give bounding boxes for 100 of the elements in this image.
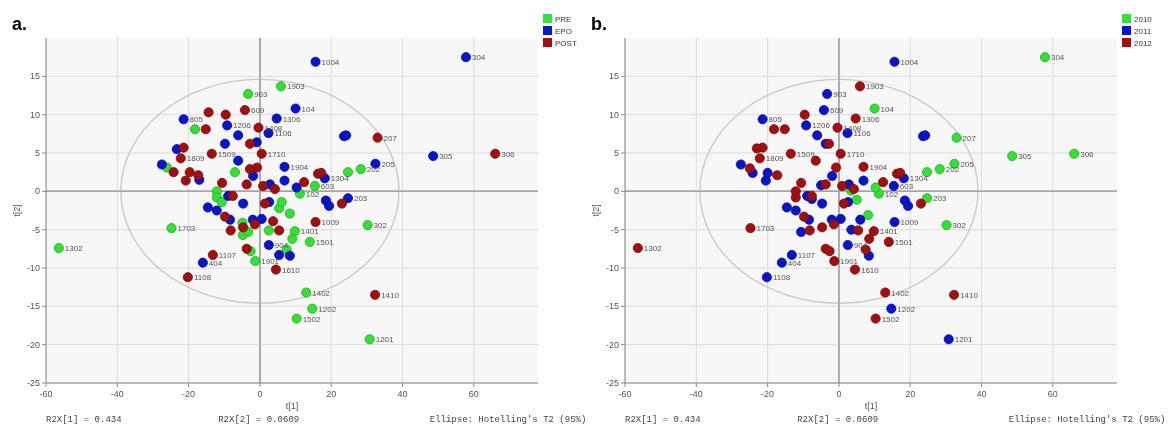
y-tick-label: -5 [31, 224, 40, 235]
text: Ellipse: Hotelling's T2 (95%) [429, 415, 587, 425]
annotation: 1710 [267, 149, 287, 159]
annotation: 305 [1018, 152, 1033, 162]
x-axis-title: t[1] [285, 401, 299, 411]
legend-label: 2012 [1134, 39, 1153, 48]
text: R2X[2] = 0.0609 [797, 415, 879, 425]
annotation: 1302 [643, 244, 663, 254]
annotation: 1410 [960, 290, 979, 300]
y-axis-title: t[2] [12, 204, 22, 217]
x-tick-label: -40 [689, 389, 703, 399]
y-tick-label: -20 [26, 339, 40, 350]
annotation: 304 [1050, 53, 1065, 63]
text: R2X[2] = 0.0609 [218, 415, 300, 425]
annotation: 805 [189, 115, 204, 125]
annotation: 1107 [218, 250, 237, 260]
annotation: 404 [787, 258, 802, 268]
annotation: 302 [373, 221, 388, 231]
annotation: 1107 [797, 250, 816, 260]
annotation: 1502 [881, 314, 900, 324]
y-tick-label: 0 [34, 186, 40, 197]
annotation: 1901 [261, 257, 280, 267]
x-tick-label: -20 [182, 389, 196, 399]
annotation: 603 [899, 181, 914, 191]
x-tick-label: 40 [976, 389, 987, 399]
annotation: 1610 [860, 265, 880, 275]
text: R2X[1] = 0.434 [46, 415, 122, 425]
annotation: 202 [366, 165, 381, 175]
chart-title: a. [12, 14, 28, 34]
annotation: 805 [768, 115, 783, 125]
annotation: 205 [381, 159, 396, 169]
annotation: 302 [952, 221, 967, 231]
annotation: 1304 [330, 174, 350, 184]
y-tick-label: 10 [29, 109, 40, 120]
annotation: 1004 [321, 57, 340, 67]
annotation: 1004 [900, 57, 919, 67]
annotation: 1304 [909, 174, 929, 184]
text: Ellipse: Hotelling's T2 (95%) [1008, 415, 1166, 425]
annotation: 1202 [897, 304, 916, 314]
chart-title: b. [591, 14, 607, 34]
annotation: 1509 [796, 149, 816, 159]
annotation: 1402 [891, 288, 910, 298]
y-tick-label: -25 [26, 378, 40, 388]
annotation: 1904 [290, 162, 309, 172]
annotation: 1202 [318, 304, 337, 314]
annotation: 1306 [861, 114, 881, 124]
annotation: 1410 [381, 290, 400, 300]
annotation: 603 [320, 181, 335, 191]
x-tick-label: 40 [397, 389, 408, 399]
y-tick-label: -20 [605, 339, 619, 350]
y-tick-label: 10 [608, 109, 619, 120]
annotation: 904 [274, 241, 289, 250]
annotation: 1610 [281, 265, 301, 275]
x-tick-label: 60 [1047, 389, 1058, 399]
x-tick-label: 0 [257, 389, 263, 399]
annotation: 1401 [300, 227, 320, 237]
annotation: 202 [945, 165, 960, 175]
x-tick-label: 60 [468, 389, 479, 399]
annotation: 102 [305, 189, 320, 199]
annotation: 904 [853, 241, 868, 250]
y-tick-label: 15 [29, 71, 40, 82]
y-tick-label: -10 [605, 263, 619, 273]
text: R2X[1] = 0.434 [625, 415, 701, 425]
y-tick-label: -15 [605, 301, 619, 312]
x-tick-label: -40 [110, 389, 124, 399]
y-tick-label: 15 [608, 71, 619, 82]
x-axis-title: t[1] [864, 401, 878, 411]
annotation: 1703 [756, 224, 775, 234]
annotation: 1809 [186, 154, 206, 164]
annotation: 306 [501, 149, 516, 159]
annotation: 207 [383, 133, 398, 143]
legend-label: PRE [555, 15, 572, 24]
annotation: 1502 [302, 314, 321, 324]
annotation: 1009 [900, 218, 919, 227]
annotation: 1901 [840, 257, 859, 267]
legend-label: 2010 [1134, 15, 1153, 24]
x-tick-label: -20 [761, 389, 775, 399]
annotation: 1903 [286, 82, 306, 92]
annotation: 1108 [772, 273, 791, 283]
annotation: 1501 [894, 237, 914, 247]
annotation: 1904 [869, 162, 888, 172]
annotation: 205 [960, 159, 975, 169]
annotation: 1402 [312, 288, 331, 298]
annotation: 1703 [177, 224, 196, 234]
y-tick-label: -10 [26, 263, 40, 273]
annotation: 1201 [375, 335, 395, 345]
y-tick-label: -25 [605, 378, 619, 388]
annotation: 1501 [315, 237, 335, 247]
y-tick-label: -5 [610, 224, 619, 235]
x-tick-label: -60 [39, 389, 53, 399]
annotation: 1009 [321, 218, 340, 227]
annotation: 102 [884, 189, 899, 199]
annotation: 1108 [193, 273, 212, 283]
annotation: 404 [208, 258, 223, 268]
annotation: 207 [962, 133, 977, 143]
y-tick-label: 5 [34, 148, 40, 158]
annotation: 1509 [217, 149, 237, 159]
y-tick-label: -15 [26, 301, 40, 312]
y-tick-label: 0 [613, 186, 619, 197]
y-tick-label: 5 [613, 148, 619, 158]
